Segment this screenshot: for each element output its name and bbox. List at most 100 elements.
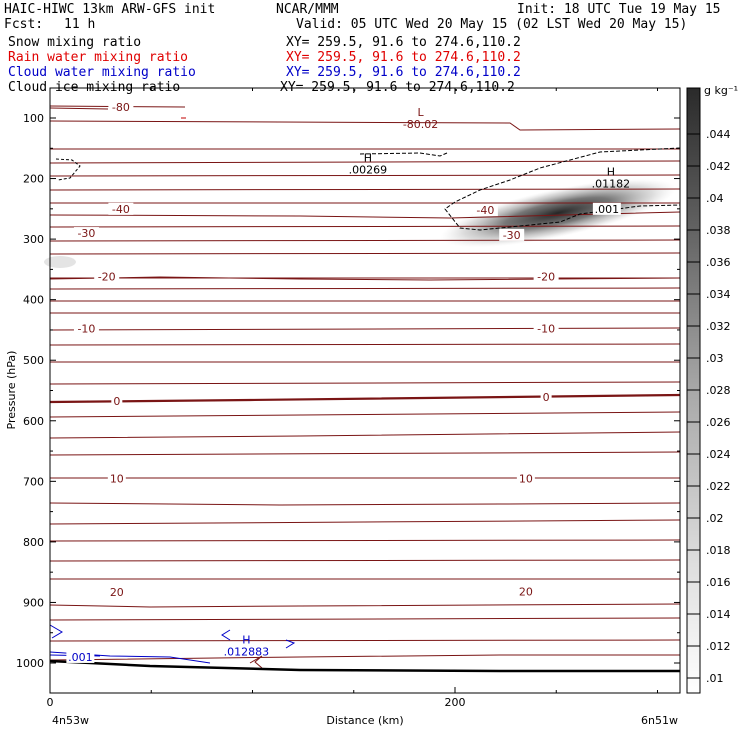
temperature-isotherm [49, 603, 681, 608]
snow-minor-shading [44, 256, 76, 268]
temperature-isotherm [49, 239, 681, 242]
temperature-label: -80 [112, 101, 130, 114]
temperature-label-bg [533, 270, 559, 283]
temperature-isotherm [49, 287, 681, 290]
temperature-label-bg [73, 322, 99, 335]
contour-label-bg [592, 202, 621, 215]
temperature-label-bg [73, 227, 99, 240]
temperature-isotherm [49, 225, 681, 228]
x-tick-label: 200 [445, 696, 466, 709]
contour-label: .001 [68, 651, 93, 664]
contour-labels: -80 -40 -30 -20 -10 0 10 20 -40 -30 -20 -10 0 10 20 L-8… [66, 101, 630, 664]
colorbar-tick-label: .016 [706, 576, 731, 589]
temperature-contours [49, 105, 681, 661]
colorbar-tick-label: .036 [706, 256, 731, 269]
y-tick-label: 800 [23, 536, 44, 549]
colorbar-tick-label: .028 [706, 384, 731, 397]
forecast-label: Fcst: [4, 17, 44, 32]
snow-shading-layer [44, 178, 676, 268]
colorbar-tick-label: .038 [706, 224, 731, 237]
colorbar-tick-label: .024 [706, 448, 731, 461]
colorbar-tick-label: .012 [706, 640, 731, 653]
temperature-isotherm [49, 107, 109, 110]
colorbar-tick-label: .014 [706, 608, 731, 621]
init-time: Init: 18 UTC Tue 19 May 15 [517, 2, 721, 17]
temperature-isotherm [49, 451, 681, 456]
temperature-label-bg [94, 270, 120, 283]
temperature-isotherm [49, 252, 681, 255]
x-endpoint-right: 6n51w [641, 714, 678, 727]
temperature-label: -40 [112, 203, 130, 216]
temperature-isotherm [49, 160, 681, 164]
field-rain-xy: XY= 259.5, 91.6 to 274.6,110.2 [286, 50, 521, 65]
temperature-isotherm [49, 211, 681, 219]
temperature-label-bg [516, 472, 535, 485]
colorbar-tick-label: .034 [706, 288, 731, 301]
temperature-label: -30 [77, 227, 95, 240]
y-tick-label: 300 [23, 233, 44, 246]
temperature-label: 20 [519, 586, 533, 599]
temperature-isotherm [49, 539, 681, 542]
temperature-label: -30 [503, 229, 521, 242]
forecast-value: 11 h [64, 17, 96, 32]
extremum-value: .01182 [592, 178, 631, 191]
y-tick-label: 200 [23, 173, 44, 186]
temperature-isotherm [49, 431, 681, 439]
field-snow-name: Snow mixing ratio [8, 35, 142, 50]
model-title: HAIC-HIWC 13km ARW-GFS init [4, 2, 216, 17]
temperature-label: -20 [537, 271, 555, 284]
colorbar-tick-label: .042 [706, 160, 731, 173]
temperature-isotherm [49, 120, 681, 131]
organization: NCAR/MMM [276, 2, 339, 17]
temperature-label: 10 [519, 472, 533, 485]
temperature-label: 20 [110, 586, 124, 599]
y-tick-label: 100 [23, 112, 44, 125]
temperature-isotherm [49, 276, 681, 281]
temperature-label: -20 [98, 271, 116, 284]
temperature-label-bg [108, 101, 134, 114]
temperature-isotherm [49, 654, 680, 661]
colorbar-unit: g kg⁻¹ [704, 84, 738, 97]
temperature-isotherm [49, 327, 681, 331]
temperature-label-bg [499, 228, 525, 241]
field-rain-name: Rain water mixing ratio [8, 50, 189, 65]
valid-time: Valid: 05 UTC Wed 20 May 15 (02 LST Wed … [296, 17, 688, 32]
temperature-label-bg [108, 202, 134, 215]
temperature-isotherm [49, 174, 681, 177]
y-tick-label: 900 [23, 596, 44, 609]
field-cloudwater-xy: XY= 259.5, 91.6 to 274.6,110.2 [286, 65, 521, 80]
contour-label: .001 [595, 203, 620, 216]
temperature-isotherm [49, 381, 681, 385]
colorbar-tick-label: .044 [706, 128, 731, 141]
cloud-water-contour [285, 639, 296, 649]
x-axis-label: Distance (km) [326, 714, 403, 727]
x-tick-label: 0 [47, 696, 54, 709]
temperature-isotherm [249, 655, 263, 669]
temperature-isotherm [49, 639, 681, 642]
colorbar-tick-label: .026 [706, 416, 731, 429]
y-tick-label: 600 [23, 415, 44, 428]
y-tick-label: 400 [23, 294, 44, 307]
colorbar-tick-label: .02 [706, 512, 724, 525]
temperature-isotherm [49, 343, 681, 346]
temperature-label: 0 [113, 395, 120, 408]
colorbar-tick-label: .03 [706, 352, 724, 365]
temperature-isotherm [49, 617, 681, 621]
cloud-ice-contour [55, 158, 81, 181]
colorbar-tick-label: .01 [706, 672, 724, 685]
temperature-label-bg [472, 204, 498, 217]
contour-label-bg [66, 650, 95, 663]
extremum-symbol: H [242, 634, 250, 647]
extremum-symbol: L [418, 106, 425, 119]
plot-frame [49, 87, 681, 694]
temperature-label-bg [107, 472, 126, 485]
x-endpoint-left: 4n53w [52, 714, 89, 727]
temperature-isotherm [49, 502, 681, 506]
temperature-label: -10 [77, 323, 95, 336]
extremum-value: .012883 [224, 646, 270, 659]
colorbar: .01 .012 .014 .016 .018 .02 .022 .024 .026 .028 .0… [686, 84, 738, 694]
terrain-surface-line [49, 659, 680, 673]
cloud-water-contour [221, 629, 231, 641]
